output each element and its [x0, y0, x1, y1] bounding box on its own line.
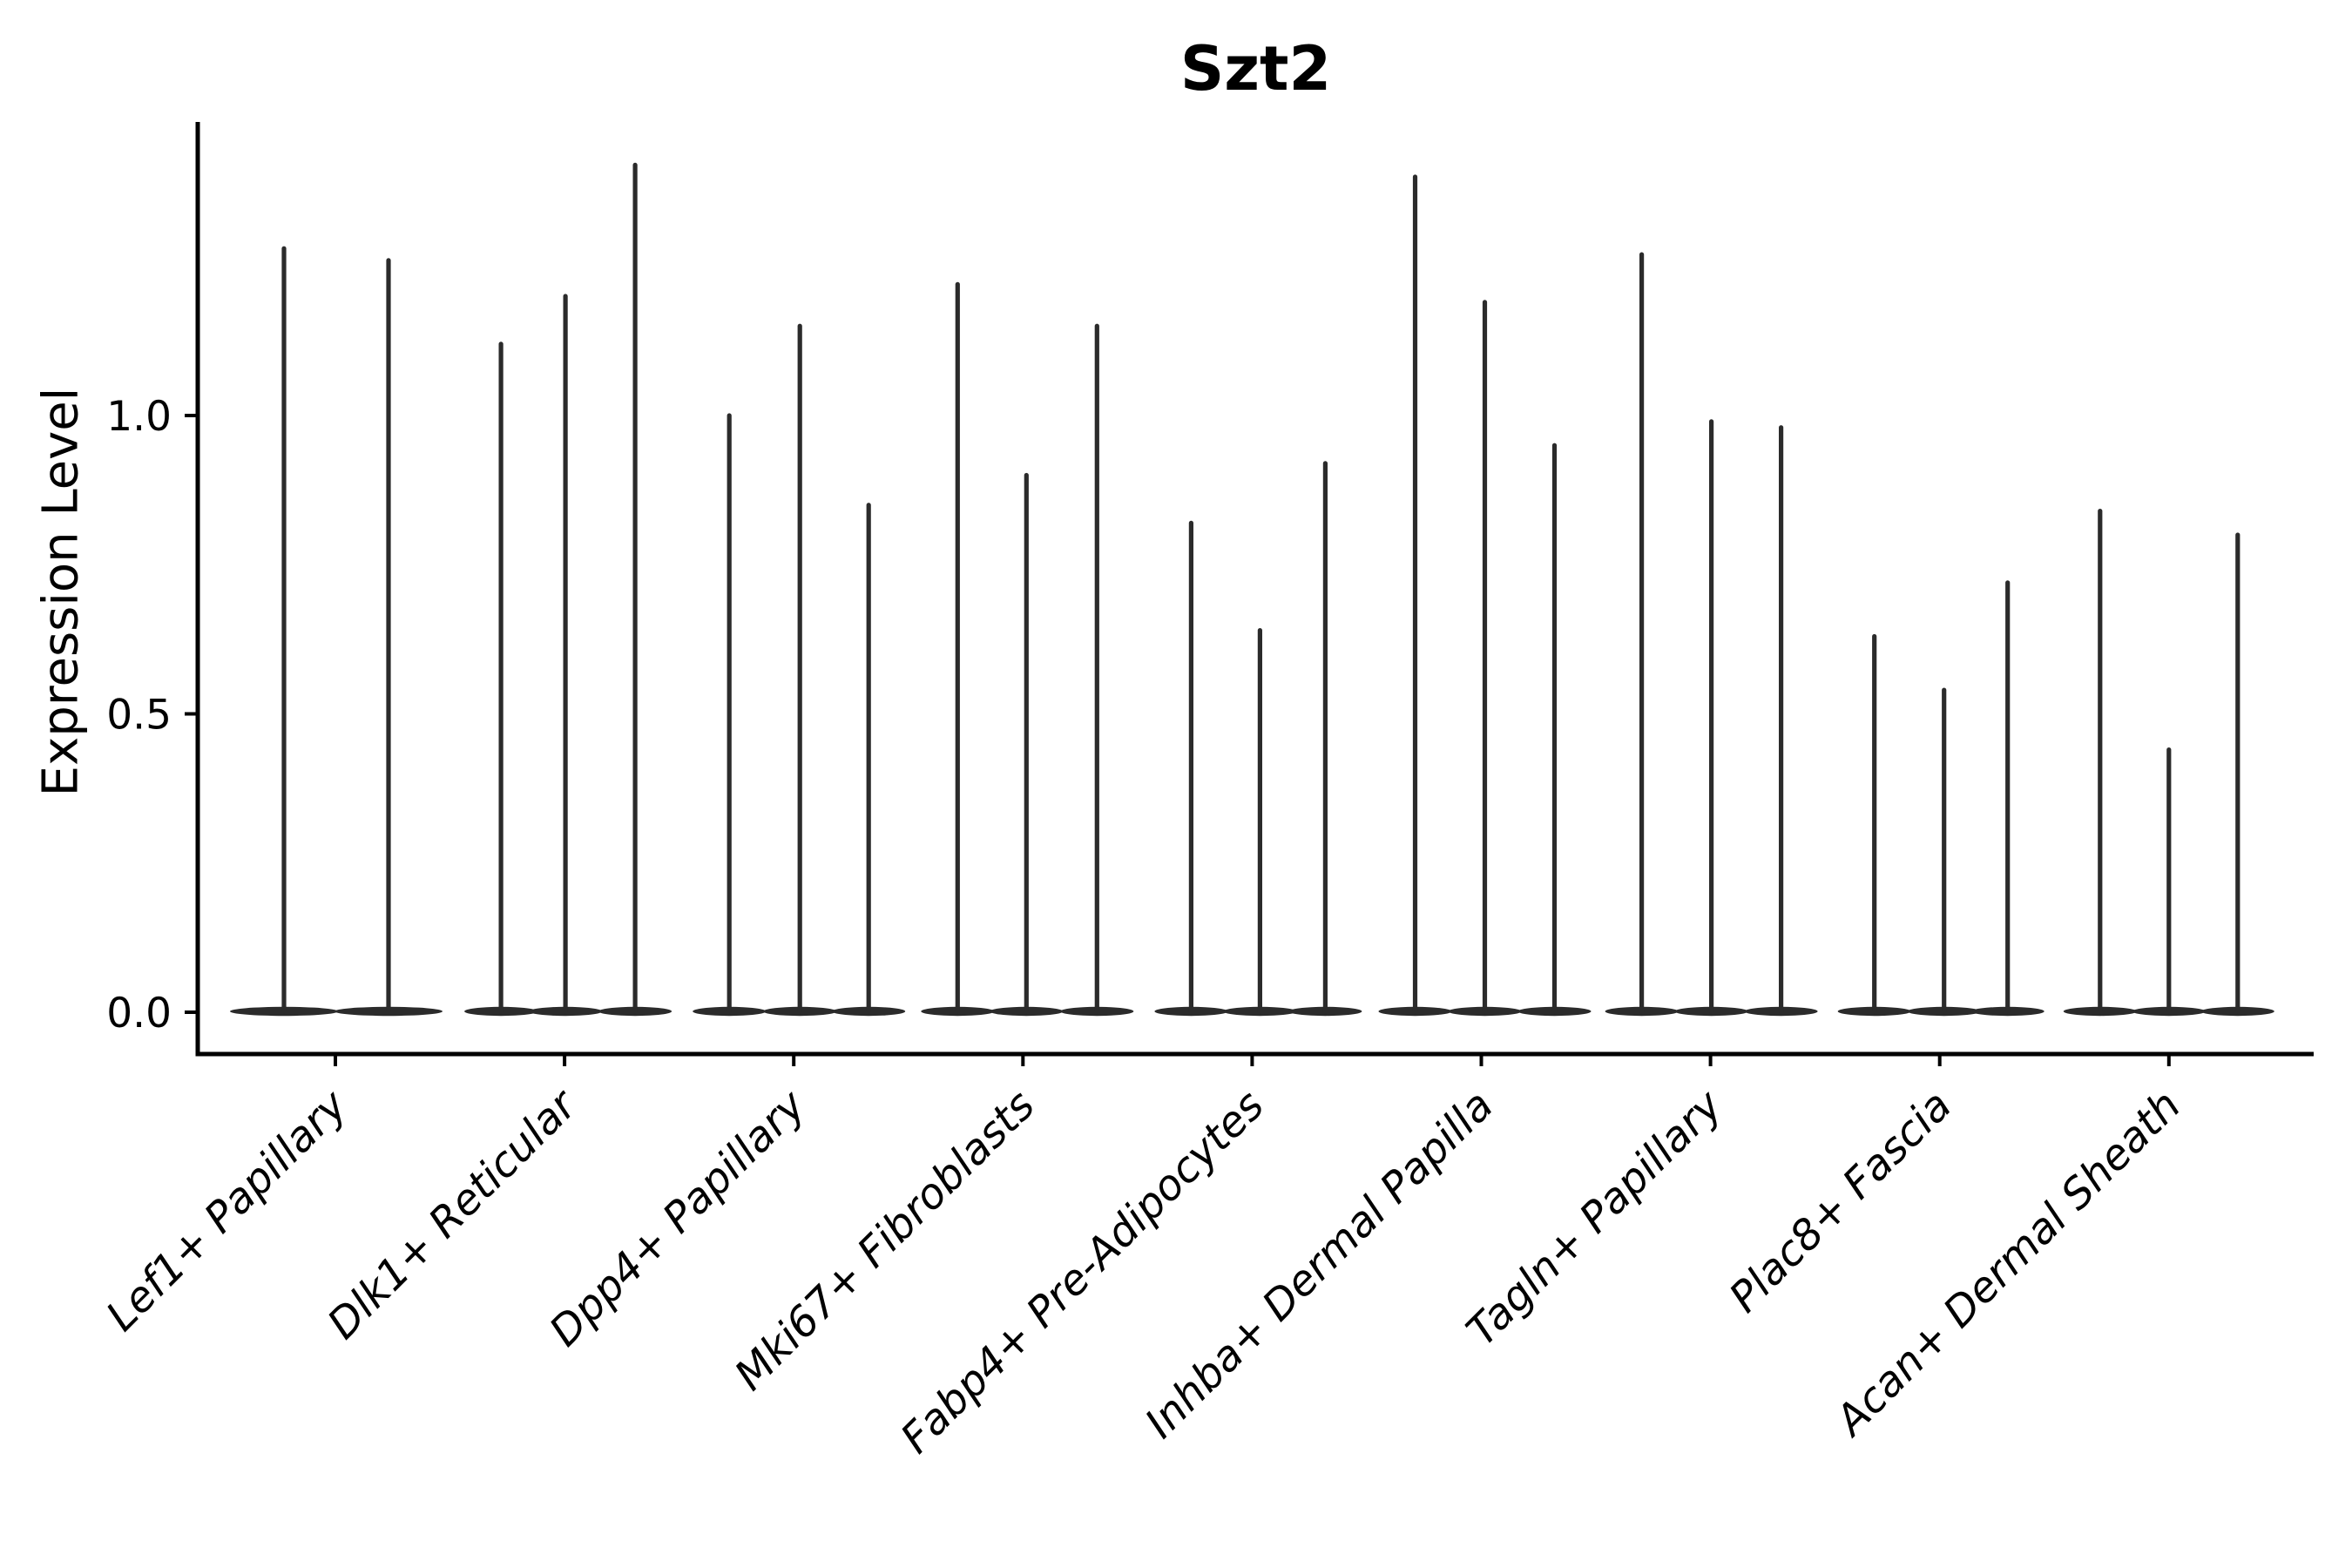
x-tick-label: Dlk1+ Reticular	[318, 1079, 588, 1349]
x-tick-label: Plac8+ Fascia	[1720, 1081, 1962, 1322]
x-tick-label: Dpp4+ Papillary	[540, 1080, 815, 1355]
x-tick-label: Fabp4+ Pre-Adipocytes	[891, 1081, 1274, 1463]
x-tick-label: Tagln+ Papillary	[1457, 1080, 1733, 1355]
y-tick-label: 1.0	[106, 393, 172, 441]
chart-title: Szt2	[1179, 33, 1332, 105]
y-tick-label: 0.0	[106, 990, 172, 1037]
x-tick-label: Lef1+ Papillary	[97, 1080, 357, 1341]
y-tick-label: 0.5	[106, 692, 172, 740]
